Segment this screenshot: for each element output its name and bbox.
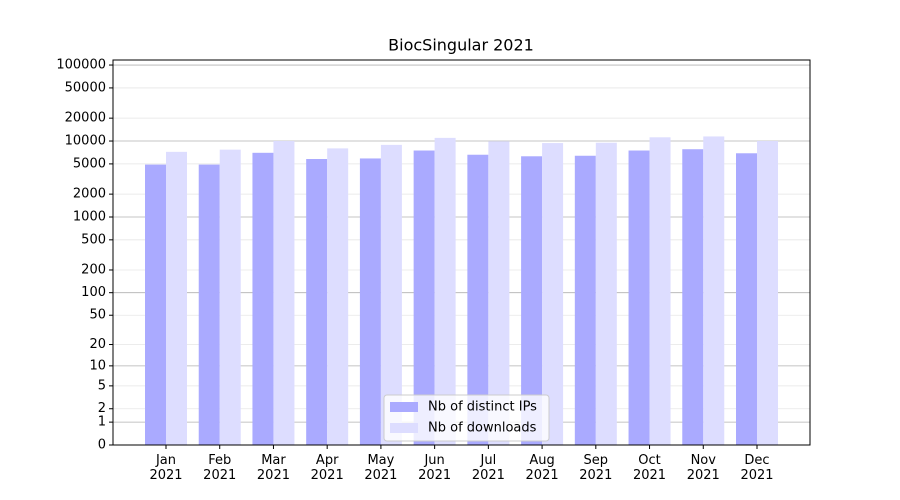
y-tick-label: 5 bbox=[98, 378, 106, 393]
x-tick-label: Aug 2021 bbox=[525, 453, 559, 483]
bar bbox=[682, 149, 704, 445]
bar bbox=[145, 164, 166, 445]
x-tick-label: Feb 2021 bbox=[203, 453, 237, 483]
y-tick-label: 2000 bbox=[73, 187, 106, 202]
bar bbox=[252, 152, 274, 445]
bar bbox=[757, 141, 778, 445]
y-tick-label: 200 bbox=[81, 262, 106, 277]
bar bbox=[521, 156, 543, 445]
y-tick-label: 50000 bbox=[65, 80, 106, 95]
y-tick-label: 2 bbox=[98, 401, 106, 416]
x-tick-label: Mar 2021 bbox=[256, 453, 290, 483]
bar bbox=[198, 164, 220, 445]
legend-frame bbox=[383, 394, 550, 442]
x-tick-label: Jan 2021 bbox=[149, 453, 183, 483]
bar bbox=[380, 144, 402, 446]
bar bbox=[219, 149, 241, 445]
x-tick-label: Dec 2021 bbox=[740, 453, 774, 483]
bar bbox=[542, 143, 564, 445]
bar bbox=[359, 158, 381, 445]
bar bbox=[595, 142, 617, 445]
y-tick-label: 1 bbox=[98, 415, 106, 430]
bar bbox=[736, 153, 757, 445]
y-tick-label: 100000 bbox=[56, 58, 106, 73]
legend-label: Nb of distinct IPs bbox=[428, 400, 537, 415]
bar bbox=[488, 141, 510, 445]
legend: Nb of distinct IPs Nb of downloads bbox=[383, 394, 550, 442]
bar bbox=[273, 141, 295, 445]
y-tick-label: 1000 bbox=[73, 209, 106, 224]
bar bbox=[574, 155, 596, 445]
y-tick-label: 50 bbox=[89, 308, 106, 323]
x-tick-label: Oct 2021 bbox=[632, 453, 667, 483]
y-tick-label: 0 bbox=[98, 438, 106, 453]
legend-swatch bbox=[390, 423, 418, 433]
bar bbox=[649, 137, 671, 445]
bar bbox=[467, 154, 489, 446]
x-tick-label: Jun 2021 bbox=[418, 453, 452, 483]
chart-title: BiocSingular 2021 bbox=[388, 36, 534, 55]
x-tick-label: Apr 2021 bbox=[310, 453, 344, 483]
legend-swatch bbox=[390, 402, 418, 412]
bar bbox=[166, 151, 187, 446]
y-tick-label: 5000 bbox=[73, 156, 106, 171]
y-tick-label: 20 bbox=[89, 337, 106, 352]
x-tick-label: Sep 2021 bbox=[579, 453, 613, 483]
bar bbox=[413, 150, 435, 445]
bar bbox=[628, 150, 650, 445]
y-tick-label: 500 bbox=[81, 232, 106, 247]
y-tick-label: 10 bbox=[89, 358, 106, 373]
legend-label: Nb of downloads bbox=[428, 421, 537, 436]
x-tick-label: May 2021 bbox=[364, 453, 398, 483]
axes-frame bbox=[112, 59, 811, 446]
x-tick-label: Jul 2021 bbox=[471, 453, 505, 483]
y-tick-label: 20000 bbox=[65, 111, 106, 126]
x-tick-label: Nov 2021 bbox=[686, 453, 720, 483]
bar bbox=[703, 136, 725, 445]
bar bbox=[306, 159, 328, 445]
y-tick-label: 100 bbox=[81, 285, 106, 300]
bar bbox=[434, 137, 456, 445]
y-tick-label: 10000 bbox=[65, 134, 106, 149]
bar bbox=[327, 148, 349, 445]
